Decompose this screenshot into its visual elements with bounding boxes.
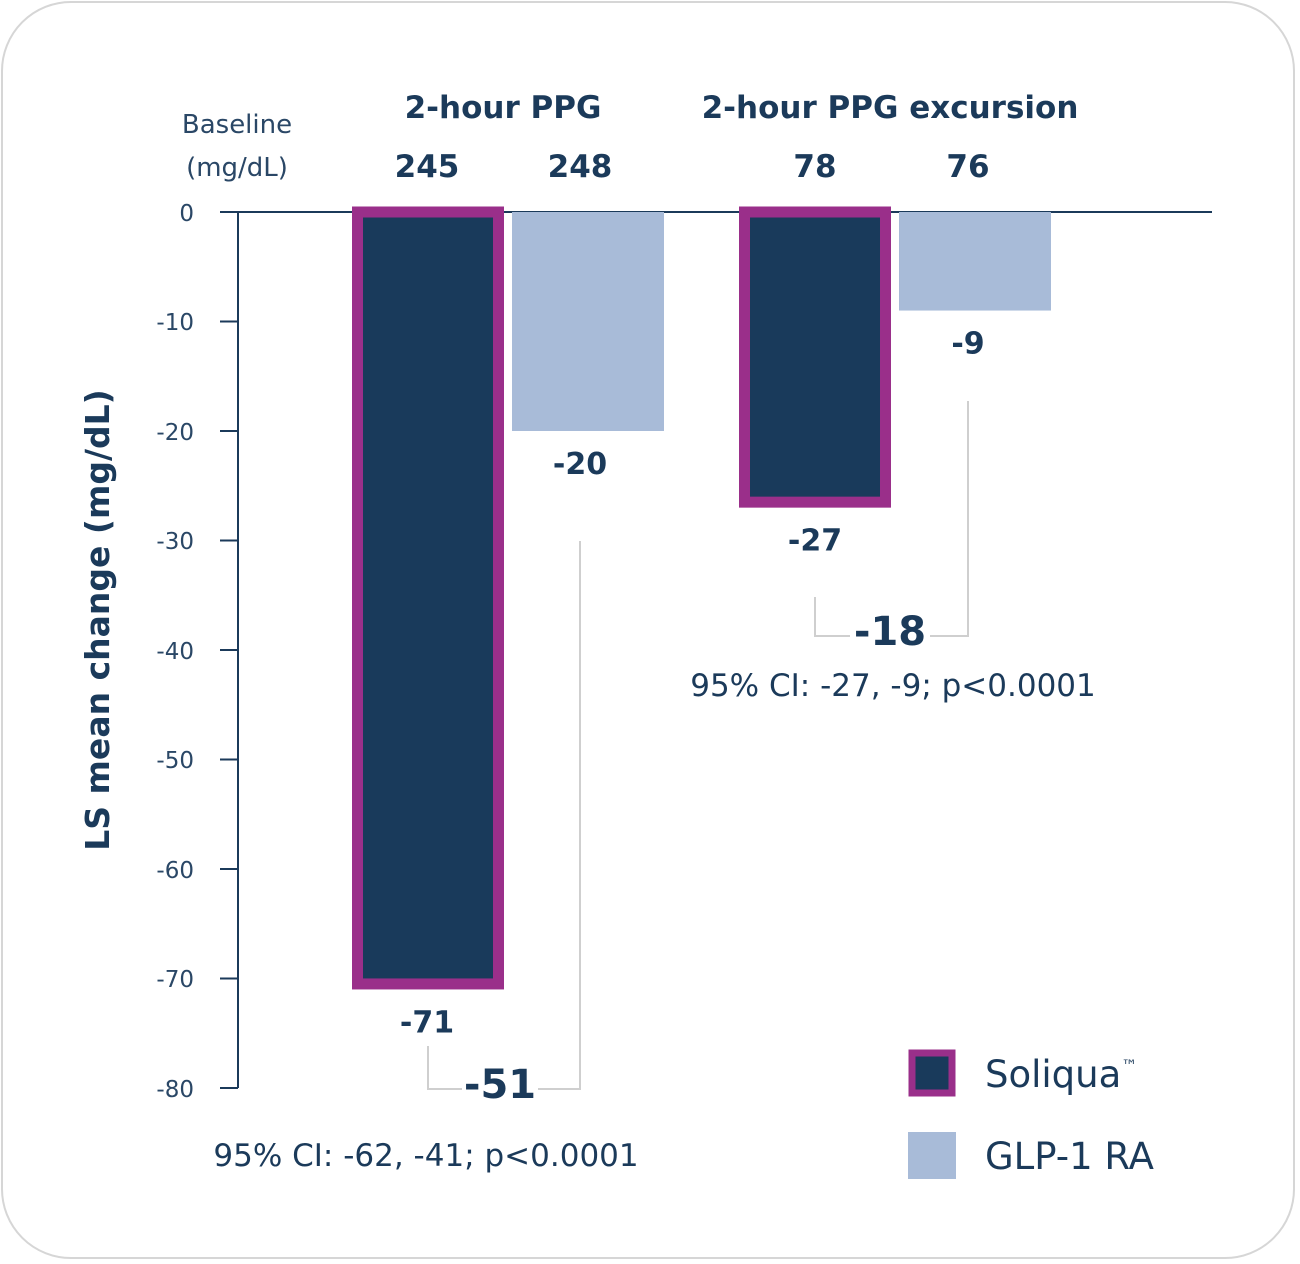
difference-bracket-excursion-gap <box>850 616 930 656</box>
baseline-value-soliqua-ppg: 245 <box>395 149 460 185</box>
legend-label-glp1: GLP-1 RA <box>985 1135 1154 1178</box>
y-tick-80: -80 <box>156 1077 238 1103</box>
legend-label-soliqua: Soliqua™ <box>985 1053 1137 1096</box>
y-tick-50: -50 <box>156 748 238 774</box>
svg-text:-60: -60 <box>156 858 194 884</box>
category-header-ppg: 2-hour PPG <box>405 90 602 126</box>
legend-swatch-soliqua <box>908 1049 956 1097</box>
svg-text:0: 0 <box>179 201 194 227</box>
svg-text:-80: -80 <box>156 1077 194 1103</box>
value-label-soliqua-ppg: -71 <box>400 1005 454 1040</box>
legend-swatch-glp1 <box>908 1132 956 1179</box>
bar-glp1-2-hour-ppg <box>512 212 664 431</box>
y-tick-10: -10 <box>156 310 238 336</box>
baseline-value-soliqua-excursion: 78 <box>793 149 836 185</box>
baseline-value-glp1-ppg: 248 <box>548 149 613 185</box>
bar-soliqua-2-hour-ppg-excursion <box>739 206 891 508</box>
svg-text:-70: -70 <box>156 967 194 993</box>
y-tick-60: -60 <box>156 858 238 884</box>
category-header-excursion: 2-hour PPG excursion <box>702 90 1079 126</box>
value-label-glp1-excursion: -9 <box>951 327 984 362</box>
baseline-label-line1: Baseline <box>182 110 292 140</box>
value-label-soliqua-excursion: -27 <box>788 524 842 559</box>
y-tick-40: -40 <box>156 639 238 665</box>
legend: Soliqua™ GLP-1 RA <box>908 1049 1154 1179</box>
baseline-label-line2: (mg/dL) <box>186 153 288 183</box>
bar-soliqua-2-hour-ppg <box>352 206 504 990</box>
y-tick-0: 0 <box>179 201 238 227</box>
difference-ci-excursion: 95% CI: -27, -9; p<0.0001 <box>690 668 1096 704</box>
y-tick-70: -70 <box>156 967 238 993</box>
svg-text:-50: -50 <box>156 748 194 774</box>
bar-glp1-2-hour-ppg-excursion <box>899 212 1051 311</box>
baseline-value-glp1-excursion: 76 <box>946 149 989 185</box>
difference-ci-ppg: 95% CI: -62, -41; p<0.0001 <box>213 1138 638 1174</box>
difference-bracket-ppg-gap <box>462 1070 538 1110</box>
svg-text:-10: -10 <box>156 310 194 336</box>
difference-value-ppg: -51 <box>464 1062 536 1108</box>
svg-text:-20: -20 <box>156 420 194 446</box>
value-label-glp1-ppg: -20 <box>553 447 607 482</box>
y-tick-30: -30 <box>156 529 238 555</box>
svg-text:-30: -30 <box>156 529 194 555</box>
y-tick-20: -20 <box>156 420 238 446</box>
y-axis-title: LS mean change (mg/dL) <box>78 389 117 850</box>
difference-value-excursion: -18 <box>854 609 926 655</box>
svg-text:-40: -40 <box>156 639 194 665</box>
